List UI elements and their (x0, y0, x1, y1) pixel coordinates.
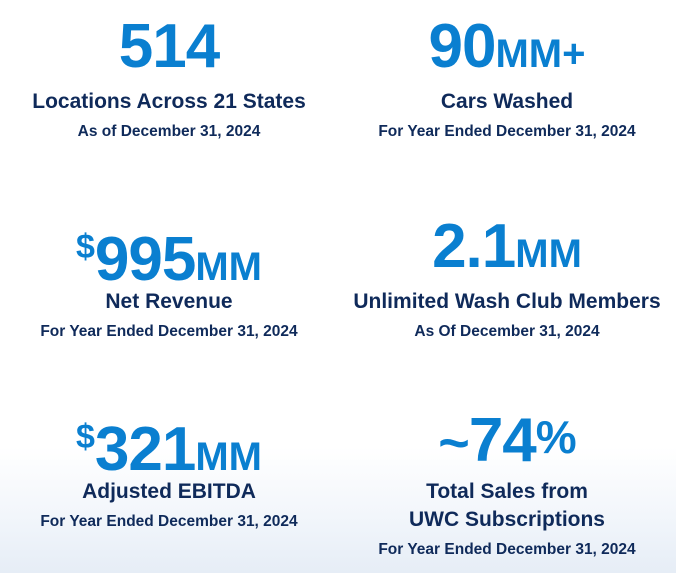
stat-label: Unlimited Wash Club Members (353, 290, 661, 313)
stat-note: For Year Ended December 31, 2024 (378, 541, 636, 558)
stat-unit: MM (515, 232, 582, 276)
stat-number: 995 (94, 225, 196, 294)
stat-number: 321 (94, 415, 196, 484)
stat-number: 2.1 (432, 212, 516, 281)
stat-prefix: $ (75, 418, 95, 456)
stat-uwc-subscriptions: ~74% Total Sales from UWC Subscriptions … (338, 406, 676, 560)
stat-label: Adjusted EBITDA (82, 480, 256, 503)
stat-value: $321MM (0, 406, 338, 481)
stat-unit: MM+ (495, 32, 586, 76)
stat-label: Locations Across 21 States (32, 90, 306, 113)
stat-label-line-2: UWC Subscriptions (408, 508, 605, 531)
stat-net-revenue: $995MM Net Revenue For Year Ended Decemb… (0, 216, 338, 342)
stat-prefix: $ (75, 228, 95, 266)
stat-cars-washed: 90MM+ Cars Washed For Year Ended Decembe… (338, 16, 676, 142)
stat-number: 74 (468, 406, 537, 475)
stat-label-line-1: Total Sales from (426, 480, 588, 503)
stat-label: Total Sales from UWC Subscriptions (338, 478, 676, 534)
stat-value: ~74% (338, 406, 676, 474)
stat-locations: 514 Locations Across 21 States As of Dec… (0, 16, 338, 142)
stat-note: As Of December 31, 2024 (414, 323, 600, 340)
stat-value: 90MM+ (338, 16, 676, 80)
stat-suffix: % (535, 411, 577, 463)
stat-note: As of December 31, 2024 (77, 123, 261, 140)
stat-value: 2.1MM (338, 216, 676, 280)
stat-number: 514 (118, 12, 220, 81)
stat-club-members: 2.1MM Unlimited Wash Club Members As Of … (338, 216, 676, 342)
stat-unit: MM (195, 435, 262, 479)
stat-value: 514 (0, 16, 338, 80)
stat-note: For Year Ended December 31, 2024 (40, 323, 298, 340)
stat-note: For Year Ended December 31, 2024 (40, 513, 298, 530)
stat-label: Net Revenue (105, 290, 233, 313)
stat-adjusted-ebitda: $321MM Adjusted EBITDA For Year Ended De… (0, 406, 338, 532)
stat-unit: MM (195, 245, 262, 289)
stat-label: Cars Washed (440, 90, 574, 113)
stat-value: $995MM (0, 216, 338, 291)
stat-number: 90 (428, 12, 497, 81)
stat-prefix: ~ (438, 413, 470, 473)
stat-note: For Year Ended December 31, 2024 (378, 123, 636, 140)
